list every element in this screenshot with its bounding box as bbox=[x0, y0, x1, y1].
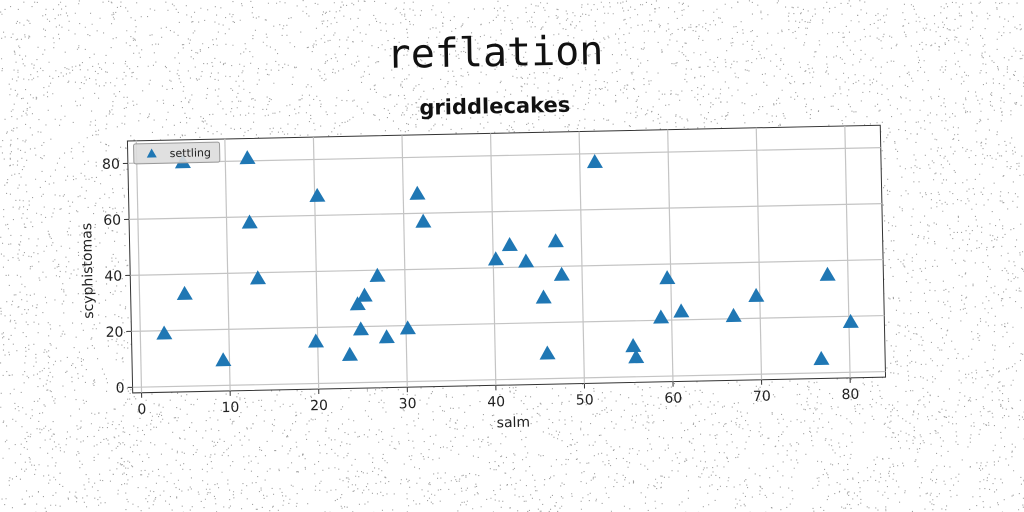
data-point-triangle bbox=[309, 187, 326, 202]
x-tick-label: 10 bbox=[221, 400, 239, 416]
x-tick-label: 30 bbox=[399, 396, 417, 412]
data-point-triangle bbox=[673, 303, 690, 318]
y-grid-line bbox=[131, 314, 885, 332]
data-point-triangle bbox=[176, 285, 193, 300]
data-point-triangle bbox=[539, 345, 556, 360]
data-point-triangle bbox=[399, 320, 416, 335]
x-tick-label: 0 bbox=[137, 402, 146, 418]
data-point-triangle bbox=[250, 270, 267, 285]
x-tick-label: 60 bbox=[664, 390, 682, 406]
data-markers bbox=[156, 150, 859, 367]
x-grid-line bbox=[224, 138, 231, 391]
data-point-triangle bbox=[586, 154, 603, 169]
x-grid-line bbox=[401, 135, 408, 388]
x-grid-line bbox=[844, 125, 851, 378]
data-point-triangle bbox=[501, 237, 518, 252]
x-axis-label: salm bbox=[497, 415, 531, 432]
legend-label: settling bbox=[170, 146, 211, 160]
data-point-triangle bbox=[535, 289, 552, 304]
data-point-triangle bbox=[308, 333, 325, 348]
y-tick-label: 20 bbox=[105, 325, 123, 341]
data-point-triangle bbox=[625, 338, 642, 353]
data-point-triangle bbox=[487, 251, 504, 266]
data-point-triangle bbox=[241, 214, 258, 229]
y-grid-line bbox=[130, 258, 884, 276]
y-tick-label: 80 bbox=[102, 157, 120, 173]
x-tick-label: 50 bbox=[576, 392, 594, 408]
legend: settling bbox=[133, 141, 221, 165]
data-point-triangle bbox=[352, 321, 369, 336]
data-point-triangle bbox=[409, 185, 426, 200]
data-point-triangle bbox=[239, 150, 256, 165]
y-tick-label: 40 bbox=[104, 269, 122, 285]
data-point-triangle bbox=[725, 307, 742, 323]
chart-title: griddlecakes bbox=[419, 93, 570, 120]
data-point-triangle bbox=[215, 352, 232, 367]
x-tick-label: 80 bbox=[841, 387, 859, 403]
y-tick-label: 60 bbox=[103, 213, 121, 229]
data-point-triangle bbox=[748, 287, 765, 303]
data-point-triangle bbox=[349, 296, 366, 311]
data-point-triangle bbox=[628, 349, 645, 364]
y-axis-label: scyphistomas bbox=[79, 223, 97, 319]
data-point-triangle bbox=[842, 313, 859, 329]
x-tick-label: 20 bbox=[310, 398, 328, 414]
data-point-triangle bbox=[813, 350, 830, 366]
data-point-triangle bbox=[156, 325, 173, 340]
data-point-triangle bbox=[369, 267, 386, 282]
x-grid-line bbox=[578, 131, 586, 384]
x-tick-label: 70 bbox=[753, 389, 771, 405]
legend-triangle-icon bbox=[146, 148, 157, 158]
plot-area bbox=[126, 124, 887, 394]
y-grid-line bbox=[129, 202, 882, 220]
data-point-triangle bbox=[356, 287, 373, 302]
x-grid-line bbox=[755, 127, 763, 380]
data-point-triangle bbox=[547, 233, 564, 248]
x-grid-line bbox=[667, 129, 674, 382]
data-point-triangle bbox=[553, 266, 570, 281]
data-point-triangle bbox=[415, 213, 432, 228]
axes: 0 10 20 30 40 50 60 70 80 0 20 40 60 80 bbox=[102, 157, 860, 418]
x-tick-label: 40 bbox=[487, 394, 505, 410]
data-point-triangle bbox=[659, 270, 676, 285]
data-point-triangle bbox=[819, 266, 836, 281]
data-point-triangle bbox=[518, 253, 535, 268]
data-point-triangle bbox=[378, 329, 395, 344]
data-point-triangle bbox=[653, 309, 670, 324]
y-tick-label: 0 bbox=[116, 381, 125, 397]
data-point-triangle bbox=[342, 346, 359, 361]
x-grid-line bbox=[135, 140, 143, 393]
y-grid-line bbox=[132, 370, 886, 388]
